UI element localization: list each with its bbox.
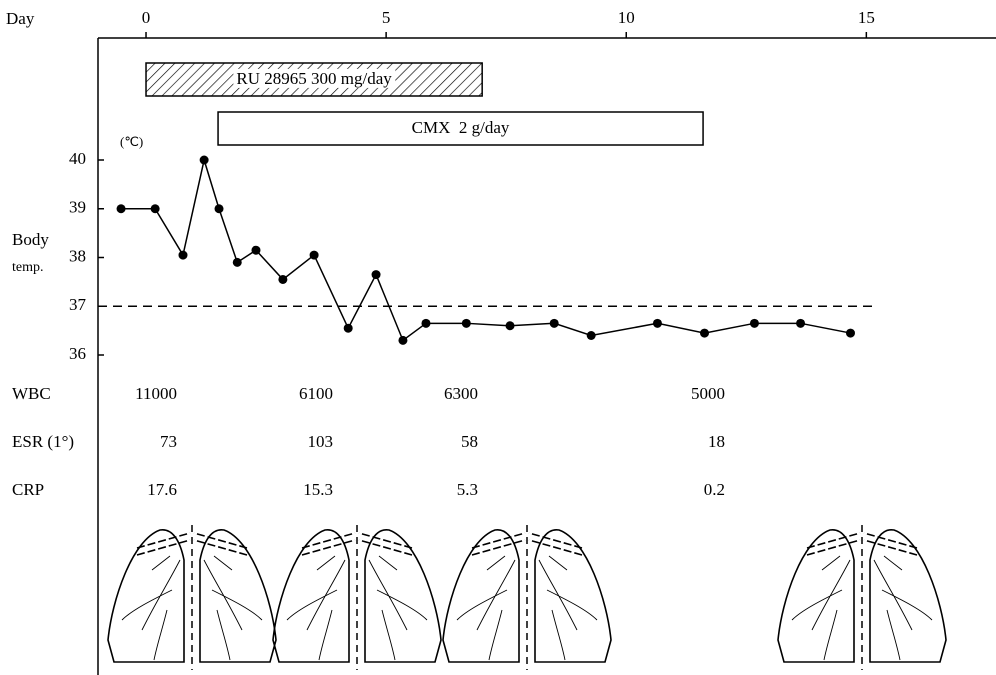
lung-outline — [778, 530, 854, 662]
temperature-point — [462, 319, 471, 328]
x-tick-label: 15 — [858, 8, 875, 27]
x-tick-label: 0 — [142, 8, 151, 27]
lung-drawing — [529, 530, 611, 662]
temperature-point — [796, 319, 805, 328]
lung-outline — [535, 530, 611, 662]
lab-name: WBC — [12, 384, 51, 403]
y-unit: (℃) — [120, 134, 143, 149]
lung-outline — [365, 530, 441, 662]
temperature-point — [117, 204, 126, 213]
lab-value: 17.6 — [147, 480, 177, 499]
x-axis-label: Day — [6, 9, 35, 28]
lung-drawing — [359, 530, 441, 662]
temperature-point — [700, 329, 709, 338]
temperature-point — [344, 324, 353, 333]
lab-value: 15.3 — [303, 480, 333, 499]
lung-outline — [200, 530, 276, 662]
treatment-label: RU 28965 300 mg/day — [236, 69, 392, 88]
lab-value: 58 — [461, 432, 478, 451]
y-tick-label: 38 — [69, 246, 86, 265]
lung-outline — [273, 530, 349, 662]
temperature-point — [372, 270, 381, 279]
y-tick-label: 37 — [69, 295, 87, 314]
lung-outline — [457, 556, 515, 660]
lung-outline — [204, 556, 262, 660]
lung-drawing — [108, 530, 190, 662]
temperature-point — [251, 246, 260, 255]
temperature-point — [310, 251, 319, 260]
lab-value: 5000 — [691, 384, 725, 403]
temperature-point — [278, 275, 287, 284]
lung-drawing — [778, 530, 860, 662]
y-tick-label: 40 — [69, 149, 86, 168]
temperature-point — [587, 331, 596, 340]
y-label: Body — [12, 230, 49, 249]
lung-drawing — [273, 530, 355, 662]
lung-outline — [870, 530, 946, 662]
temperature-point — [506, 321, 515, 330]
lung-outline — [122, 556, 180, 660]
temperature-point — [398, 336, 407, 345]
y-label: temp. — [12, 260, 44, 275]
lab-value: 6300 — [444, 384, 478, 403]
lung-outline — [874, 556, 932, 660]
y-tick-label: 39 — [69, 198, 86, 217]
temperature-point — [215, 204, 224, 213]
lab-value: 6100 — [299, 384, 333, 403]
lab-value: 73 — [160, 432, 177, 451]
chart: Day (℃) Body temp. 0 5 10 15 36 37 38 39 40 RU 28… — [0, 0, 996, 675]
lab-name: ESR (1°) — [12, 432, 74, 451]
lab-name: CRP — [12, 480, 44, 499]
temperature-point — [846, 329, 855, 338]
temperature-point — [550, 319, 559, 328]
temperature-point — [233, 258, 242, 267]
lung-drawing — [194, 530, 276, 662]
y-tick-label: 36 — [69, 344, 86, 363]
lung-outline — [108, 530, 184, 662]
temperature-point — [750, 319, 759, 328]
lung-outline — [443, 530, 519, 662]
treatment-label: CMX 2 g/day — [412, 118, 510, 137]
lab-value: 5.3 — [457, 480, 478, 499]
temperature-point — [151, 204, 160, 213]
lung-outline — [792, 556, 850, 660]
lung-outline — [287, 556, 345, 660]
lung-outline — [369, 556, 427, 660]
temperature-point — [653, 319, 662, 328]
temperature-point — [200, 156, 209, 165]
lung-drawing — [864, 530, 946, 662]
temperature-line — [121, 160, 850, 340]
lab-value: 0.2 — [704, 480, 725, 499]
lab-value: 18 — [708, 432, 725, 451]
lab-value: 103 — [308, 432, 334, 451]
lung-drawing — [443, 530, 525, 662]
temperature-point — [421, 319, 430, 328]
lung-outline — [539, 556, 597, 660]
temperature-point — [178, 251, 187, 260]
lab-value: 11000 — [135, 384, 177, 403]
x-tick-label: 10 — [618, 8, 635, 27]
x-tick-label: 5 — [382, 8, 391, 27]
